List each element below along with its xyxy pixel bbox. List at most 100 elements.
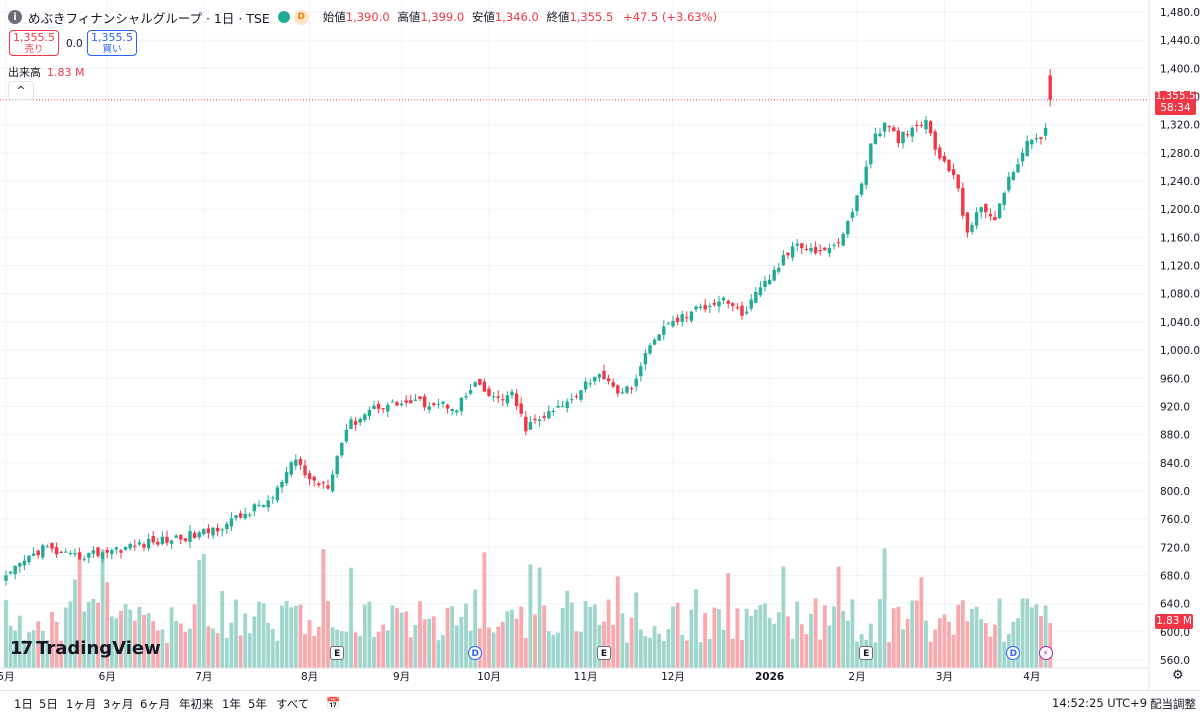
earnings-badge[interactable]: E: [859, 646, 874, 660]
candle-body: [864, 166, 868, 185]
dividend-badge[interactable]: D: [1006, 646, 1021, 660]
candle-body: [1043, 127, 1048, 136]
candle-body: [271, 497, 275, 499]
symbol-title[interactable]: めぶきフィナンシャルグループ · 1日 · TSE: [28, 10, 270, 26]
volume-bar: [671, 606, 675, 668]
candle-body: [726, 300, 730, 304]
candle-body: [809, 248, 813, 252]
volume-bar: [293, 605, 298, 668]
low-value: 1,346.0: [494, 10, 539, 24]
volume-bar: [224, 638, 229, 668]
range-5d[interactable]: 5日: [39, 697, 58, 711]
volume-bar: [680, 634, 685, 668]
candle-body: [910, 127, 914, 137]
price-chart[interactable]: 560.0 600.0 640.0 680.0 720.0 760.0 800.0 840.0…: [0, 0, 1200, 690]
volume-bar: [763, 603, 767, 668]
buy-button[interactable]: 1,355.5 買い: [87, 30, 137, 56]
candle-body: [36, 550, 40, 556]
volume-bar: [744, 608, 749, 668]
volume-bar: [155, 630, 160, 668]
adjust-dividends-button[interactable]: 配当調整: [1150, 697, 1196, 711]
volume-bar: [569, 602, 574, 668]
candle-body: [951, 169, 956, 176]
range-5y[interactable]: 5年: [248, 697, 267, 711]
volume-bar: [523, 637, 528, 668]
candle-body: [261, 505, 266, 508]
dividend-badge[interactable]: D: [468, 646, 483, 660]
candle-body: [335, 456, 339, 475]
range-1m[interactable]: 1ヶ月: [66, 697, 97, 711]
volume-bar: [767, 618, 772, 668]
candle-body: [823, 247, 827, 251]
volume-bar: [717, 609, 721, 668]
volume-bar: [349, 567, 353, 668]
bottom-toolbar: 1日 5日 1ヶ月 3ヶ月 6ヶ月 年初来 1年 5年 すべて 📅 14:52:…: [0, 690, 1200, 713]
volume-bar: [4, 600, 8, 668]
price-tick-label: 1,280.0: [1160, 148, 1200, 160]
candle-body: [151, 536, 155, 543]
candle-body: [27, 555, 31, 563]
delayed-data-badge[interactable]: D: [293, 9, 309, 25]
sell-price: 1,355.5: [13, 31, 55, 44]
volume-bar: [17, 615, 22, 668]
sell-button[interactable]: 1,355.5 売り: [9, 30, 59, 56]
candle-body: [961, 187, 965, 216]
volume-bar: [1048, 623, 1053, 668]
candle-body: [800, 243, 804, 249]
clock-time[interactable]: 14:52:25 UTC+9: [1052, 696, 1148, 710]
price-tick-label: 1,200.0: [1160, 204, 1200, 216]
candle-body: [487, 388, 491, 397]
event-bolt-badge[interactable]: ⚡: [1038, 646, 1053, 660]
close-label: 終値: [546, 10, 570, 24]
volume-bar: [845, 620, 850, 668]
candle-body: [919, 124, 924, 126]
range-ytd[interactable]: 年初来: [179, 697, 214, 711]
range-6m[interactable]: 6ヶ月: [140, 697, 171, 711]
volume-bar: [307, 619, 312, 668]
price-tick-label: 760.0: [1160, 514, 1190, 526]
candle-body: [91, 550, 96, 554]
price-axis[interactable]: 560.0 600.0 640.0 680.0 720.0 760.0 800.0 840.0…: [1148, 0, 1200, 690]
range-1y[interactable]: 1年: [222, 697, 241, 711]
volume-bar: [1020, 598, 1025, 668]
volume-bar: [399, 612, 404, 668]
candle-body: [602, 370, 606, 380]
candle-body: [128, 543, 132, 549]
buy-label: 買い: [102, 44, 122, 55]
range-1d[interactable]: 1日: [14, 697, 33, 711]
volume-bar: [487, 627, 491, 668]
volume-bar: [611, 625, 616, 668]
candle-body: [294, 459, 298, 466]
price-tick-label: 1,000.0: [1160, 345, 1200, 357]
candle-body: [583, 381, 588, 390]
volume-bar: [257, 601, 261, 668]
time-axis[interactable]: 5月 6月 7月 8月 9月 10月 11月 12月 2026 2月 3月 4月: [0, 667, 1148, 683]
range-3m[interactable]: 3ヶ月: [103, 697, 134, 711]
info-icon[interactable]: i: [8, 10, 22, 24]
collapse-legend-button[interactable]: ^: [8, 81, 34, 100]
volume-bar: [73, 579, 77, 668]
volume-legend[interactable]: 出来高 1.83 M: [8, 64, 84, 80]
range-all[interactable]: すべて: [276, 697, 310, 711]
volume-bar: [942, 614, 947, 668]
candle-body: [482, 381, 487, 392]
candle-body: [422, 396, 427, 408]
volume-bar: [841, 610, 846, 668]
volume-bar: [1002, 641, 1007, 668]
volume-bar: [579, 631, 583, 668]
candle-body: [735, 307, 740, 309]
volume-bar: [574, 631, 579, 668]
candle-body: [1011, 172, 1016, 180]
tradingview-logo[interactable]: 17 TradingView: [10, 638, 161, 659]
candle-body: [648, 345, 652, 354]
settings-icon[interactable]: ⚙: [1172, 668, 1184, 683]
volume-bar: [496, 626, 501, 668]
volume-bar: [482, 552, 487, 668]
price-tick-label: 1,400.0: [1160, 63, 1200, 75]
volume-bar: [326, 600, 330, 668]
volume-bar: [312, 635, 317, 668]
earnings-badge[interactable]: E: [597, 646, 611, 660]
candle-body: [790, 246, 795, 258]
goto-date-icon[interactable]: 📅: [326, 696, 341, 710]
earnings-badge[interactable]: E: [330, 646, 345, 660]
